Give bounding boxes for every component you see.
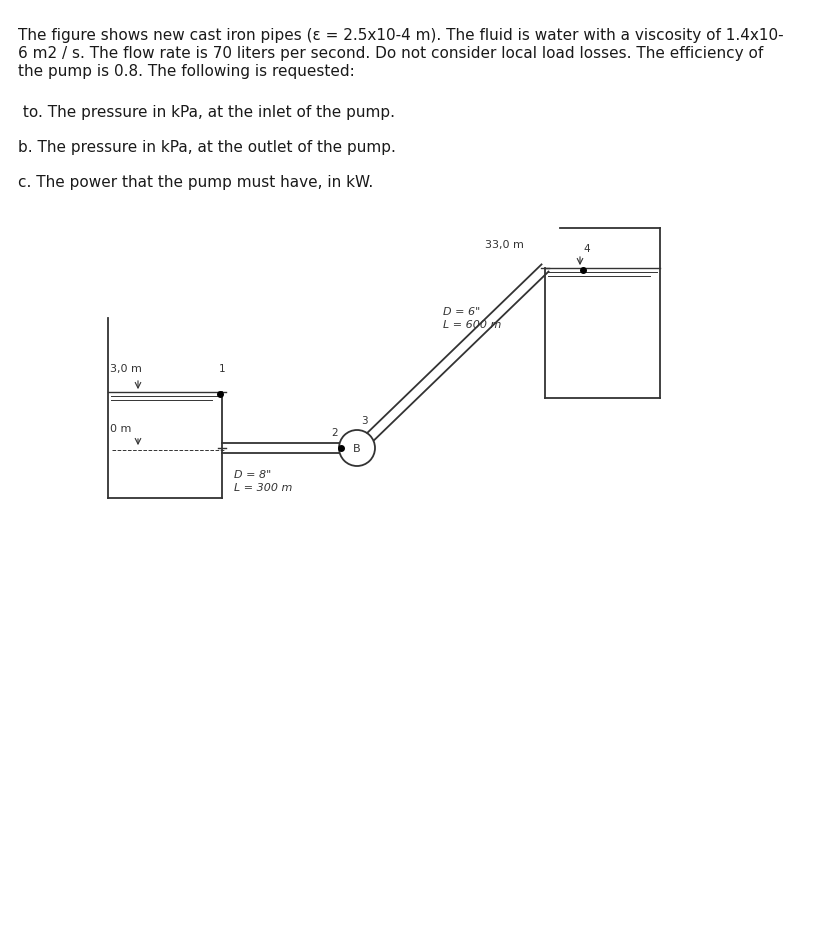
Text: b. The pressure in kPa, at the outlet of the pump.: b. The pressure in kPa, at the outlet of… — [18, 140, 396, 155]
Text: 0 m: 0 m — [110, 424, 131, 434]
Text: The figure shows new cast iron pipes (ε = 2.5x10-4 m). The fluid is water with a: The figure shows new cast iron pipes (ε … — [18, 28, 784, 43]
Text: L = 600 m: L = 600 m — [443, 320, 501, 330]
Text: 4: 4 — [583, 244, 589, 254]
Text: 2: 2 — [331, 428, 338, 438]
Text: 3: 3 — [361, 416, 368, 426]
Text: 33,0 m: 33,0 m — [485, 240, 524, 250]
Text: 1: 1 — [219, 364, 226, 374]
Text: L = 300 m: L = 300 m — [234, 483, 292, 493]
Text: 3,0 m: 3,0 m — [110, 364, 142, 374]
Text: 6 m2 / s. The flow rate is 70 liters per second. Do not consider local load loss: 6 m2 / s. The flow rate is 70 liters per… — [18, 46, 764, 61]
Text: the pump is 0.8. The following is requested:: the pump is 0.8. The following is reques… — [18, 64, 354, 79]
Text: D = 8": D = 8" — [234, 470, 271, 480]
Text: B: B — [354, 444, 361, 454]
Text: to. The pressure in kPa, at the inlet of the pump.: to. The pressure in kPa, at the inlet of… — [18, 105, 395, 120]
Text: D = 6": D = 6" — [443, 307, 480, 317]
Text: c. The power that the pump must have, in kW.: c. The power that the pump must have, in… — [18, 175, 374, 190]
